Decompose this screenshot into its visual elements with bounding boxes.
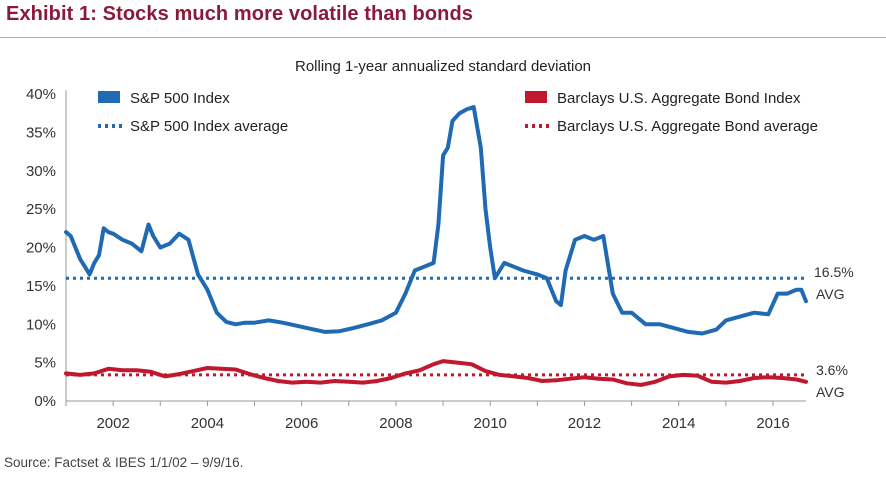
average-annotations: 16.5% AVG 3.6% AVG: [814, 264, 854, 400]
bond-avg-value: 3.6%: [816, 362, 848, 378]
y-tick-label: 35%: [26, 124, 56, 141]
average-lines: [66, 276, 806, 377]
legend: S&P 500 Index S&P 500 Index average Barc…: [98, 90, 818, 135]
sp500-line: [64, 105, 808, 336]
x-axis: 2002 2004 2006 2008 2010 2012 2014 2016: [65, 401, 790, 432]
legend-label-bond: Barclays U.S. Aggregate Bond Index: [557, 90, 801, 107]
y-tick-label: 20%: [26, 240, 56, 257]
bond-avg-label: AVG: [816, 384, 845, 400]
y-tick-label: 10%: [26, 316, 56, 333]
x-tick-label: 2002: [96, 415, 129, 432]
y-tick-label: 25%: [26, 201, 56, 218]
x-tick-label: 2008: [379, 415, 412, 432]
x-tick-label: 2016: [756, 415, 789, 432]
x-tick-label: 2010: [474, 415, 507, 432]
legend-label-bond-average: Barclays U.S. Aggregate Bond average: [557, 118, 818, 135]
sp500-avg-value: 16.5%: [814, 264, 854, 280]
y-tick-label: 30%: [26, 163, 56, 180]
source-note: Source: Factset & IBES 1/1/02 – 9/9/16.: [4, 455, 244, 470]
plot-frame: [65, 90, 806, 402]
y-tick-label: 40%: [26, 86, 56, 103]
bond-line: [64, 359, 808, 387]
legend-label-sp500-average: S&P 500 Index average: [130, 118, 288, 135]
x-tick-label: 2004: [191, 415, 224, 432]
title-divider: [0, 37, 886, 38]
sp500-avg-label: AVG: [816, 286, 845, 302]
y-axis: 0% 5% 10% 15% 20% 25% 30% 35% 40%: [26, 86, 56, 410]
chart-title: Rolling 1-year annualized standard devia…: [294, 58, 592, 75]
legend-label-sp500: S&P 500 Index: [130, 90, 230, 107]
exhibit-title: Exhibit 1: Stocks much more volatile tha…: [6, 3, 474, 25]
x-tick-label: 2006: [285, 415, 318, 432]
y-tick-label: 0%: [34, 393, 56, 410]
legend-swatch-sp500: [98, 91, 120, 103]
legend-swatch-bond: [525, 91, 547, 103]
x-tick-label: 2014: [662, 415, 695, 432]
y-tick-label: 15%: [26, 278, 56, 295]
y-tick-label: 5%: [34, 355, 56, 372]
series-layer: [64, 105, 808, 387]
x-tick-label: 2012: [568, 415, 601, 432]
